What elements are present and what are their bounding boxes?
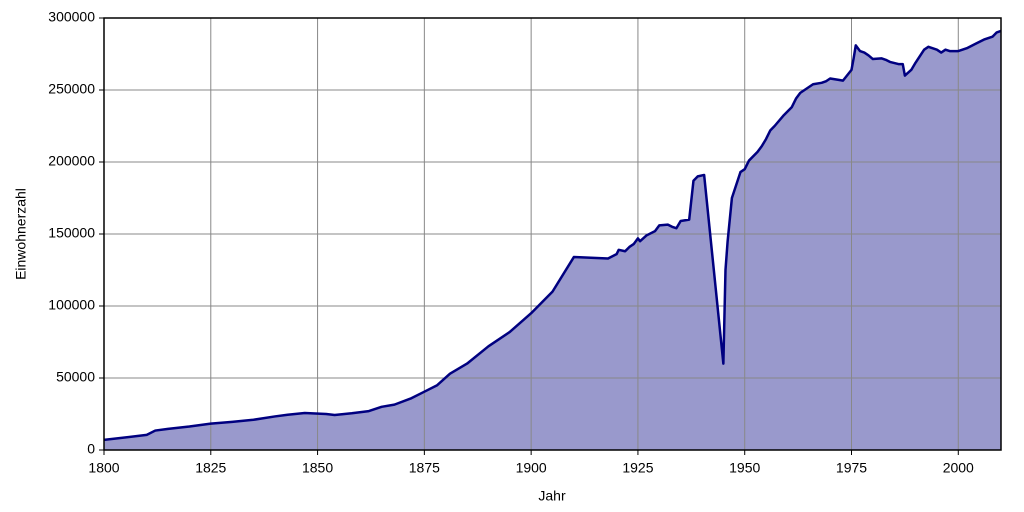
x-tick-label: 1825 — [195, 460, 226, 476]
area-fill — [104, 30, 1001, 451]
y-tick-label: 150000 — [48, 225, 95, 241]
x-tick-label: 1850 — [302, 460, 333, 476]
y-tick-label: 0 — [87, 441, 95, 457]
y-axis-label: Einwohnerzahl — [13, 188, 29, 280]
y-tick-label: 200000 — [48, 153, 95, 169]
y-tick-label: 250000 — [48, 81, 95, 97]
y-tick-label: 300000 — [48, 9, 95, 25]
x-tick-label: 1900 — [516, 460, 547, 476]
x-tick-label: 1800 — [88, 460, 119, 476]
area-line — [103, 29, 1002, 442]
x-tick-label: 1950 — [729, 460, 760, 476]
x-axis-label: Jahr — [538, 488, 566, 504]
x-tick-label: 1875 — [409, 460, 440, 476]
y-tick-label: 50000 — [56, 369, 95, 385]
plot-frame — [103, 17, 1002, 451]
x-tick-label: 1925 — [622, 460, 653, 476]
x-tick-label: 1975 — [836, 460, 867, 476]
y-tick-label: 100000 — [48, 297, 95, 313]
x-tick-label: 2000 — [943, 460, 974, 476]
